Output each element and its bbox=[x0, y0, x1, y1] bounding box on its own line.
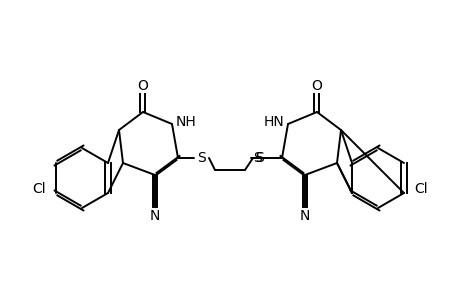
Text: S: S bbox=[255, 151, 264, 165]
Text: NH: NH bbox=[175, 115, 196, 129]
Text: O: O bbox=[311, 79, 322, 93]
Text: O: O bbox=[137, 79, 148, 93]
Text: S: S bbox=[253, 151, 262, 165]
Text: HN: HN bbox=[263, 115, 284, 129]
Text: N: N bbox=[299, 209, 309, 223]
Text: N: N bbox=[150, 209, 160, 223]
Text: Cl: Cl bbox=[413, 182, 427, 196]
Text: Cl: Cl bbox=[32, 182, 46, 196]
Text: S: S bbox=[197, 151, 206, 165]
